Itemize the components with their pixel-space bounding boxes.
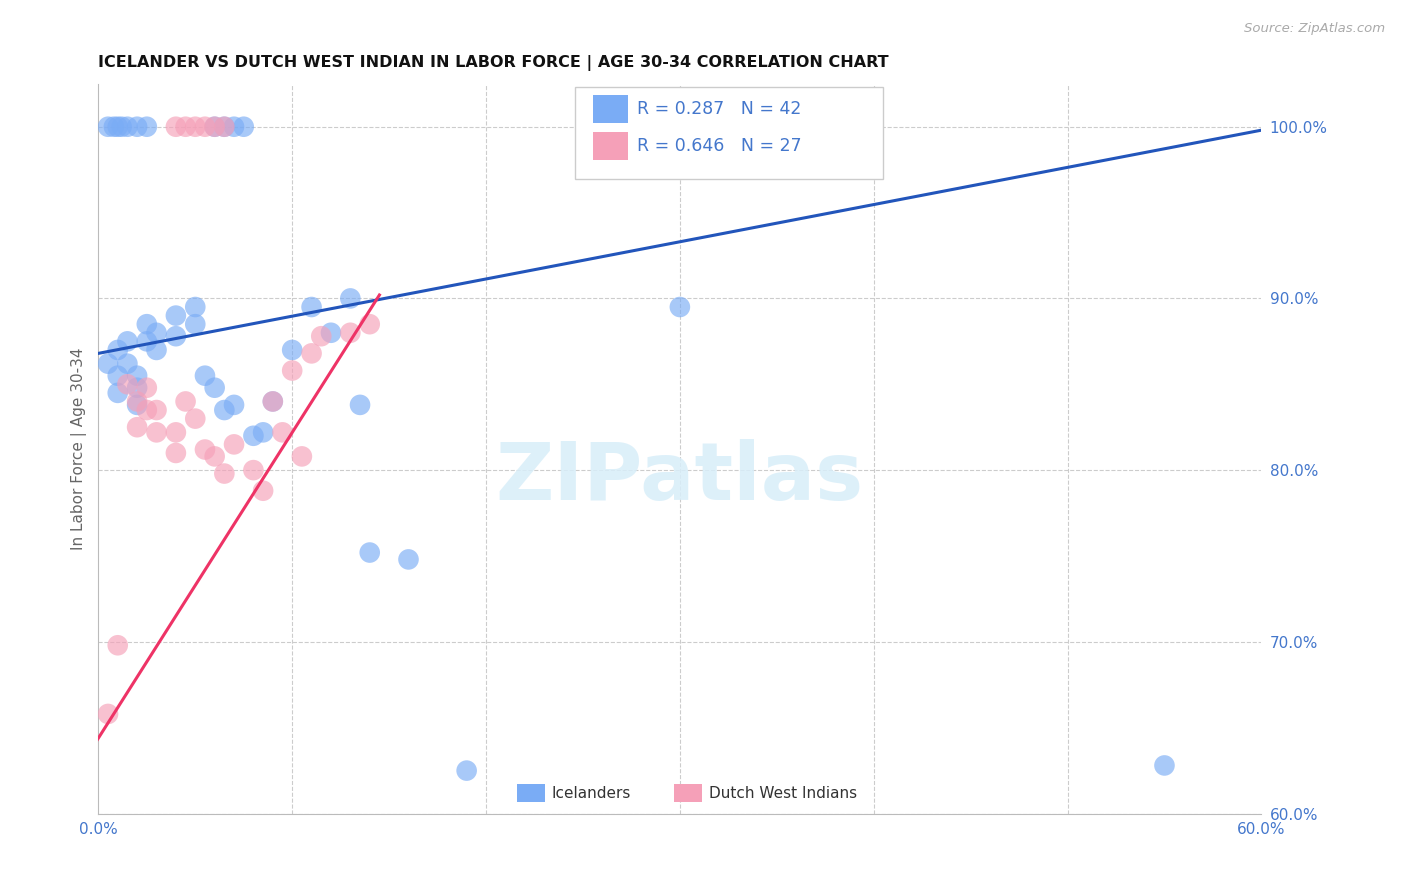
Point — [184, 120, 207, 134]
FancyBboxPatch shape — [673, 783, 702, 802]
FancyBboxPatch shape — [593, 132, 627, 160]
FancyBboxPatch shape — [593, 95, 627, 123]
Point — [135, 120, 157, 134]
Point — [194, 368, 217, 383]
Point — [117, 120, 139, 134]
Point — [97, 357, 120, 371]
Text: ICELANDER VS DUTCH WEST INDIAN IN LABOR FORCE | AGE 30-34 CORRELATION CHART: ICELANDER VS DUTCH WEST INDIAN IN LABOR … — [98, 55, 889, 71]
Point — [107, 385, 129, 400]
Point — [688, 120, 710, 134]
Point — [135, 334, 157, 349]
Point — [204, 120, 226, 134]
Point — [242, 429, 264, 443]
Point — [204, 381, 226, 395]
Point — [117, 334, 139, 349]
Text: ZIPatlas: ZIPatlas — [496, 439, 865, 516]
Point — [127, 381, 149, 395]
Point — [214, 467, 236, 481]
Text: Dutch West Indians: Dutch West Indians — [709, 786, 858, 801]
Point — [456, 764, 478, 778]
Point — [135, 381, 157, 395]
Point — [127, 120, 149, 134]
Point — [214, 120, 236, 134]
Point — [349, 398, 371, 412]
Point — [97, 706, 120, 721]
Point — [165, 120, 187, 134]
Y-axis label: In Labor Force | Age 30-34: In Labor Force | Age 30-34 — [72, 347, 87, 549]
Point — [165, 329, 187, 343]
Point — [281, 343, 304, 357]
Point — [145, 425, 167, 440]
Point — [669, 300, 692, 314]
Point — [145, 403, 167, 417]
Point — [339, 292, 361, 306]
Point — [145, 343, 167, 357]
Point — [252, 483, 274, 498]
Point — [271, 425, 294, 440]
Point — [117, 377, 139, 392]
Point — [184, 300, 207, 314]
Point — [359, 317, 381, 331]
Point — [204, 120, 226, 134]
Point — [204, 450, 226, 464]
Point — [319, 326, 342, 340]
Point — [145, 326, 167, 340]
Point — [281, 363, 304, 377]
Point — [110, 120, 132, 134]
Text: R = 0.287   N = 42: R = 0.287 N = 42 — [637, 100, 801, 118]
FancyBboxPatch shape — [517, 783, 546, 802]
Text: Icelanders: Icelanders — [553, 786, 631, 801]
Text: Source: ZipAtlas.com: Source: ZipAtlas.com — [1244, 22, 1385, 36]
Point — [194, 120, 217, 134]
Point — [707, 120, 730, 134]
Point — [222, 398, 245, 412]
Point — [309, 329, 332, 343]
Point — [262, 394, 284, 409]
Point — [107, 120, 129, 134]
Point — [127, 398, 149, 412]
Point — [214, 120, 236, 134]
Point — [1153, 758, 1175, 772]
Point — [301, 300, 323, 314]
Point — [165, 446, 187, 460]
Point — [174, 394, 197, 409]
Point — [359, 545, 381, 559]
Point — [194, 442, 217, 457]
Point — [107, 343, 129, 357]
Point — [184, 317, 207, 331]
Point — [669, 120, 692, 134]
Point — [252, 425, 274, 440]
Text: R = 0.646   N = 27: R = 0.646 N = 27 — [637, 137, 801, 155]
Point — [222, 120, 245, 134]
Point — [107, 368, 129, 383]
Point — [398, 552, 420, 566]
Point — [174, 120, 197, 134]
Point — [301, 346, 323, 360]
FancyBboxPatch shape — [575, 87, 883, 178]
Point — [135, 317, 157, 331]
Point — [107, 638, 129, 652]
Point — [242, 463, 264, 477]
Point — [165, 425, 187, 440]
Point — [127, 394, 149, 409]
Point — [127, 368, 149, 383]
Point — [117, 357, 139, 371]
Point — [232, 120, 254, 134]
Point — [291, 450, 314, 464]
Point — [165, 309, 187, 323]
Point — [135, 403, 157, 417]
Point — [222, 437, 245, 451]
Point — [339, 326, 361, 340]
Point — [214, 403, 236, 417]
Point — [184, 411, 207, 425]
Point — [262, 394, 284, 409]
Point — [97, 120, 120, 134]
Point — [103, 120, 125, 134]
Point — [127, 420, 149, 434]
